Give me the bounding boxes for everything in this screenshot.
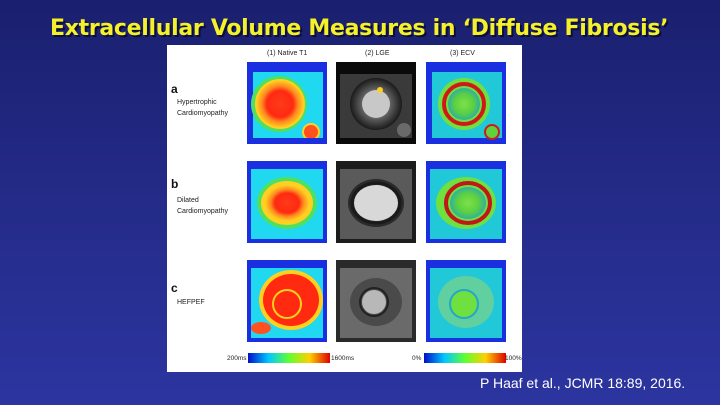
row-letter-a: a <box>171 82 178 96</box>
row-label-line: Cardiomyopathy <box>177 208 228 215</box>
slide-title: Extracellular Volume Measures in ‘Diffus… <box>50 16 669 41</box>
row-label-line: Hypertrophic <box>177 99 217 106</box>
ecv-colorbar-max-label: 100% <box>505 355 522 362</box>
column-header-ecv: (3) ECV <box>450 50 475 57</box>
citation: P Haaf et al., JCMR 18:89, 2016. <box>480 375 686 391</box>
native-t1-map-hcm <box>247 62 327 144</box>
ecv-colorbar-min-label: 0% <box>412 355 422 362</box>
t1-colorbar-max-label: 1600ms <box>331 355 355 362</box>
row-letter-c: c <box>171 281 178 295</box>
row-letter-b: b <box>171 177 179 191</box>
ecv-map-hcm <box>426 62 506 144</box>
row-label-hcm: Hypertrophic Cardiomyopathy <box>177 97 228 119</box>
ecv-map-dcm <box>426 161 506 243</box>
row-label-line: HEFPEF <box>177 299 205 306</box>
native-t1-map-dcm <box>247 161 327 243</box>
row-label-dcm: Dilated Cardiomyopathy <box>177 195 228 217</box>
t1-colorbar-min-label: 200ms <box>227 355 247 362</box>
lge-image-hcm <box>336 62 416 144</box>
lge-image-hfpef <box>336 260 416 342</box>
native-t1-map-hfpef <box>247 260 327 342</box>
ecv-map-hfpef <box>426 260 506 342</box>
row-label-hfpef: HEFPEF <box>177 297 205 308</box>
lge-image-dcm <box>336 161 416 243</box>
mri-figure: (1) Native T1 (2) LGE (3) ECV a Hypertro… <box>167 45 522 372</box>
row-label-line: Dilated <box>177 197 199 204</box>
t1-colorbar <box>248 353 330 363</box>
ecv-colorbar <box>424 353 506 363</box>
column-header-native-t1: (1) Native T1 <box>267 50 308 57</box>
column-header-lge: (2) LGE <box>365 50 390 57</box>
row-label-line: Cardiomyopathy <box>177 110 228 117</box>
